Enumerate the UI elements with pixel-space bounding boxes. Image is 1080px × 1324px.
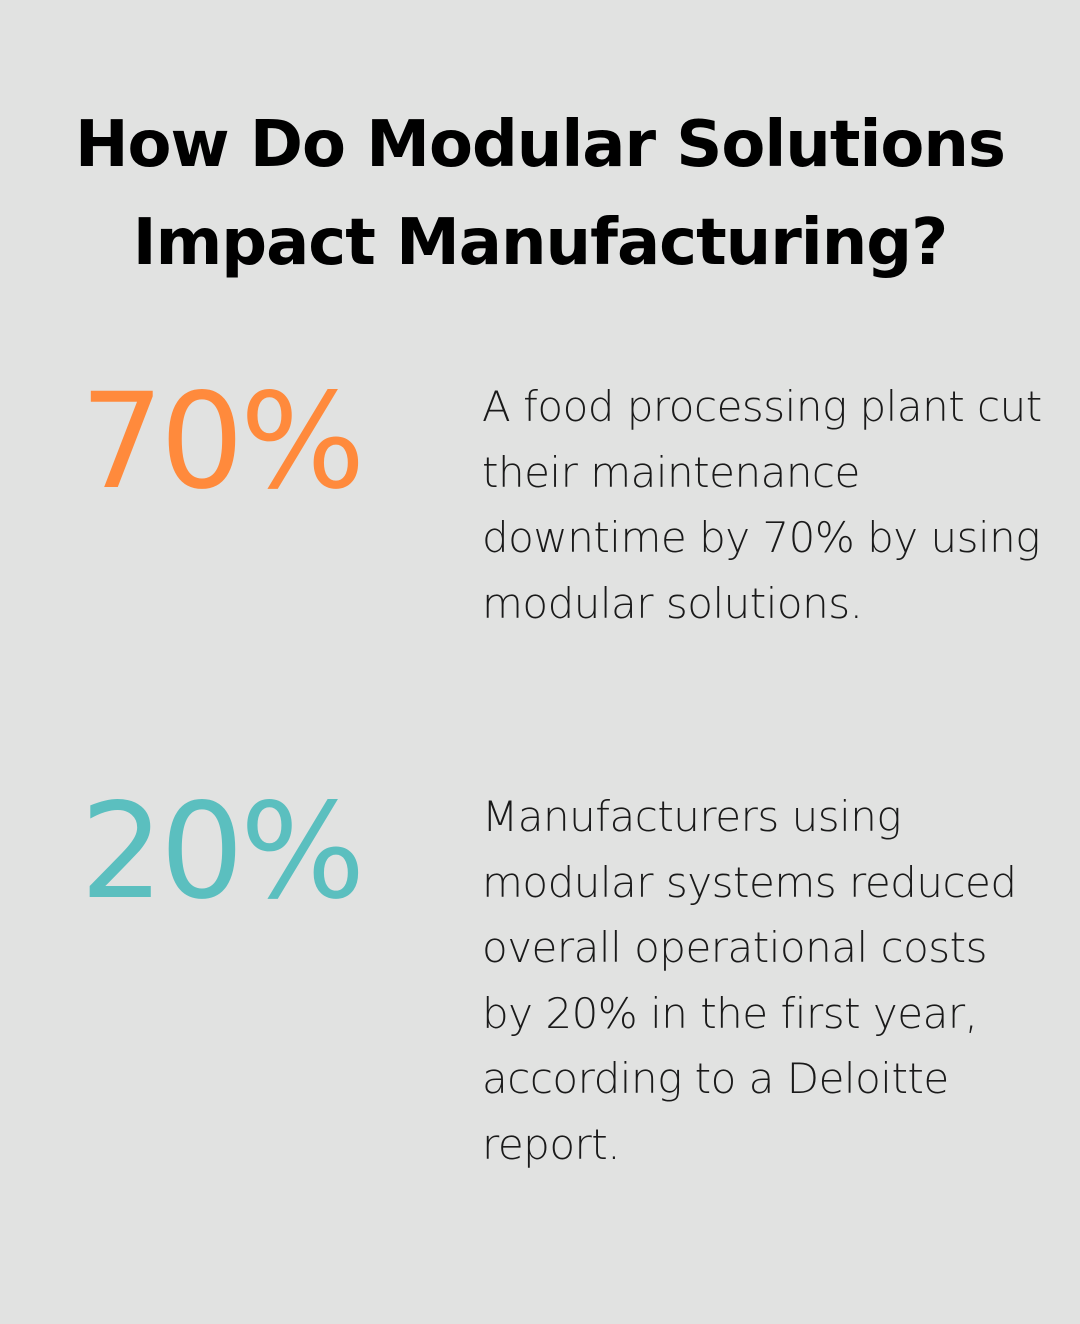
- stat-value: 20%: [80, 775, 365, 929]
- page-title-line-1: How Do Modular Solutions: [74, 108, 1006, 182]
- page-title-line-2: Impact Manufacturing?: [132, 206, 948, 280]
- stat-value: 70%: [80, 365, 365, 519]
- page-title: How Do Modular Solutions Impact Manufact…: [0, 96, 1080, 292]
- stat-description: Manufacturers using modular systems redu…: [482, 792, 1017, 1169]
- stat-description: A food processing plant cut their mainte…: [482, 382, 1042, 628]
